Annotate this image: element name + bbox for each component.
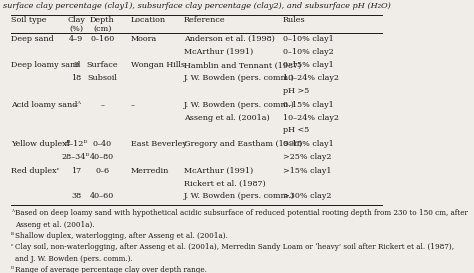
Text: Clay soil, non-waterlogging, after Asseng et al. (2001a), Merredin Sandy Loam or: Clay soil, non-waterlogging, after Assen…	[15, 244, 455, 251]
Text: 4–12ᴰ: 4–12ᴰ	[64, 140, 88, 148]
Text: Subsoil: Subsoil	[87, 74, 117, 82]
Text: >15% clay1: >15% clay1	[283, 167, 331, 175]
Text: McArthur (1991): McArthur (1991)	[184, 48, 253, 56]
Text: Soil type: Soil type	[11, 16, 47, 24]
Text: 0–10% clay1: 0–10% clay1	[283, 35, 334, 43]
Text: 10–24% clay2: 10–24% clay2	[283, 74, 339, 82]
Text: 17: 17	[71, 167, 81, 175]
Text: –: –	[74, 101, 78, 109]
Text: –: –	[131, 101, 135, 109]
Text: Based on deep loamy sand with hypothetical acidic subsurface of reduced potentia: Based on deep loamy sand with hypothetic…	[15, 209, 468, 217]
Text: Deep loamy sand: Deep loamy sand	[11, 61, 81, 69]
Text: 4–9: 4–9	[69, 35, 83, 43]
Text: Location: Location	[131, 16, 166, 24]
Text: 10–24% clay2: 10–24% clay2	[283, 114, 339, 121]
Text: J. W. Bowden (pers. comm.): J. W. Bowden (pers. comm.)	[184, 74, 295, 82]
Text: pH <5: pH <5	[283, 126, 309, 134]
Text: 28–34ᴰ: 28–34ᴰ	[62, 153, 90, 161]
Text: Range of average percentage clay over depth range.: Range of average percentage clay over de…	[15, 266, 207, 273]
Text: Wongan Hills: Wongan Hills	[131, 61, 185, 69]
Text: 0–15% clay1: 0–15% clay1	[283, 61, 334, 69]
Text: Hamblin and Tennant (1987): Hamblin and Tennant (1987)	[184, 61, 301, 69]
Text: Gregory and Eastham (1996): Gregory and Eastham (1996)	[184, 140, 302, 148]
Text: J. W. Bowden (pers. comm.): J. W. Bowden (pers. comm.)	[184, 101, 295, 109]
Text: Merredin: Merredin	[131, 167, 169, 175]
Text: ᴮ: ᴮ	[11, 232, 14, 240]
Text: ᴬ: ᴬ	[11, 209, 14, 217]
Text: Depth
(cm): Depth (cm)	[90, 16, 115, 33]
Text: J. W. Bowden (pers. comm.): J. W. Bowden (pers. comm.)	[184, 192, 295, 200]
Text: 18: 18	[71, 74, 81, 82]
Text: 0–40: 0–40	[92, 140, 112, 148]
Text: –: –	[100, 101, 104, 109]
Text: 0–160: 0–160	[90, 35, 114, 43]
Text: Anderson et al. (1998): Anderson et al. (1998)	[184, 35, 275, 43]
Text: East Beverley: East Beverley	[131, 140, 187, 148]
Text: Asseng et al. (2001a).: Asseng et al. (2001a).	[15, 221, 95, 229]
Text: 40–80: 40–80	[90, 153, 114, 161]
Text: 0–15% clay1: 0–15% clay1	[283, 140, 334, 148]
Text: >30% clay2: >30% clay2	[283, 192, 331, 200]
Text: Deep sand: Deep sand	[11, 35, 54, 43]
Text: 0–15% clay1: 0–15% clay1	[283, 101, 334, 109]
Text: McArthur (1991): McArthur (1991)	[184, 167, 253, 175]
Text: Moora: Moora	[131, 35, 157, 43]
Text: pH >5: pH >5	[283, 87, 309, 95]
Text: Reference: Reference	[184, 16, 226, 24]
Text: 0–6: 0–6	[95, 167, 109, 175]
Text: ᶜ: ᶜ	[11, 244, 13, 251]
Text: Shallow duplex, waterlogging, after Asseng et al. (2001a).: Shallow duplex, waterlogging, after Asse…	[15, 232, 228, 240]
Text: Rickert et al. (1987): Rickert et al. (1987)	[184, 180, 266, 188]
Text: Asseng et al. (2001a): Asseng et al. (2001a)	[184, 114, 270, 121]
Text: 40–60: 40–60	[90, 192, 114, 200]
Text: Clay
(%): Clay (%)	[67, 16, 85, 33]
Text: Acid loamy sandᴬ: Acid loamy sandᴬ	[11, 101, 81, 109]
Text: Red duplexᶜ: Red duplexᶜ	[11, 167, 60, 175]
Text: Surface: Surface	[86, 61, 118, 69]
Text: surface clay percentage (clay1), subsurface clay percentage (clay2), and subsurf: surface clay percentage (clay1), subsurf…	[3, 2, 391, 10]
Text: Rules: Rules	[283, 16, 305, 24]
Text: >25% clay2: >25% clay2	[283, 153, 331, 161]
Text: 0–10% clay2: 0–10% clay2	[283, 48, 334, 56]
Text: 9: 9	[73, 61, 79, 69]
Text: Yellow duplexᴮ: Yellow duplexᴮ	[11, 140, 71, 148]
Text: ᴰ: ᴰ	[11, 266, 14, 273]
Text: and J. W. Bowden (pers. comm.).: and J. W. Bowden (pers. comm.).	[15, 255, 133, 263]
Text: 38: 38	[71, 192, 81, 200]
